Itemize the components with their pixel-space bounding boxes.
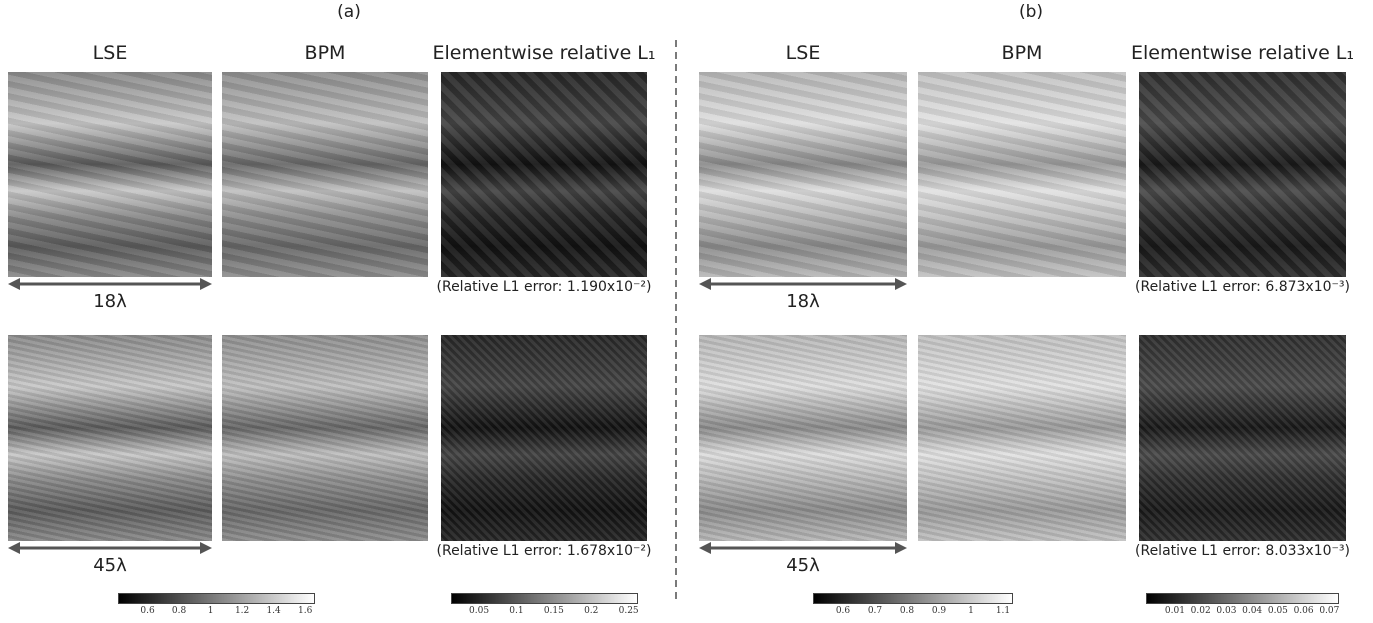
colorbar-tick-label: 0.04 [1242,606,1263,616]
colorbar-tick-label: 1.6 [297,606,313,616]
field-image [1139,335,1346,541]
scale-label: 18λ [786,291,820,312]
colorbar-tick-label: 0.01 [1164,606,1185,616]
colorbar-tick-label: 0.15 [543,606,564,616]
colorbar-tick-label: 0.06 [1293,606,1314,616]
colorbar-tick-label: 0.05 [469,606,490,616]
error-note: (Relative L1 error: 1.678x10⁻²) [436,543,652,559]
field-image [8,335,212,541]
colorbar-tick-label: 0.05 [1267,606,1288,616]
colorbar-tick-label: 0.8 [171,606,187,616]
colorbar-tick-label: 1 [207,606,214,616]
column-header: Elementwise relative L₁ [432,42,656,64]
column-header: BPM [1001,42,1043,64]
column-header: Elementwise relative L₁ [1130,42,1355,64]
error-note: (Relative L1 error: 8.033x10⁻³) [1135,543,1350,559]
colorbar-tick-label: 0.7 [867,606,883,616]
field-image [441,72,647,277]
colorbar-tick-label: 0.02 [1190,606,1211,616]
scale-arrow [699,542,907,554]
colorbar-tick-label: 1.4 [266,606,281,616]
colorbar-tick-label: 0.9 [931,606,947,616]
colorbar-tick-label: 0.07 [1319,606,1340,616]
error-note: (Relative L1 error: 1.190x10⁻²) [436,279,652,295]
scale-label: 45λ [93,555,127,576]
colorbar-tick-label: 0.6 [835,606,851,616]
colorbar [118,593,315,604]
colorbar [1146,593,1339,604]
scale-arrow [699,278,907,290]
field-image [918,335,1126,541]
scale-arrow [8,542,212,554]
field-image [699,72,907,277]
field-image [1139,72,1346,277]
colorbar [451,593,638,604]
colorbar-tick-label: 0.8 [899,606,915,616]
colorbar-tick-label: 0.2 [584,606,599,616]
field-image [222,335,428,541]
field-image [8,72,212,277]
field-image [699,335,907,541]
colorbar-tick-label: 0.03 [1216,606,1237,616]
scale-label: 45λ [786,555,820,576]
error-note: (Relative L1 error: 6.873x10⁻³) [1135,279,1350,295]
colorbar-tick-label: 0.1 [509,606,524,616]
colorbar-tick-label: 0.6 [140,606,155,616]
field-image [441,335,647,541]
panel-label: (a) [337,2,361,22]
colorbar [813,593,1013,604]
column-header: LSE [92,42,128,64]
column-header: BPM [304,42,346,64]
field-image [918,72,1126,277]
colorbar-tick-label: 1.2 [234,606,250,616]
scale-label: 18λ [93,291,127,312]
colorbar-tick-label: 1 [968,606,974,616]
colorbar-tick-label: 1.1 [995,606,1011,616]
scale-arrow [8,278,212,290]
colorbar-tick-label: 0.25 [618,606,639,616]
panel-label: (b) [1018,2,1044,22]
field-image [222,72,428,277]
column-header: LSE [785,42,821,64]
